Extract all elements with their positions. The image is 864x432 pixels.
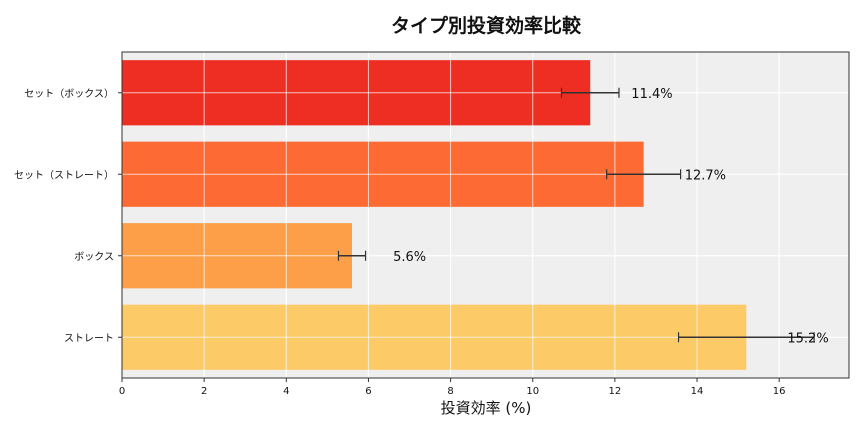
y-tick-label: セット（ストレート） — [14, 169, 114, 181]
y-tick-label: セット（ボックス） — [24, 88, 114, 100]
data-label: 11.4% — [631, 87, 672, 102]
x-axis-label: 投資効率 (%) — [441, 399, 532, 417]
x-tick-label: 12 — [609, 386, 622, 397]
x-tick-label: 8 — [447, 386, 453, 397]
plot-frame — [121, 51, 850, 379]
y-tick-label: ボックス — [74, 251, 114, 263]
y-tick-label: ストレート — [64, 333, 114, 344]
x-tick-label: 14 — [691, 386, 704, 397]
data-label: 12.7% — [685, 168, 726, 183]
x-tick-label: 6 — [365, 386, 371, 397]
x-tick-label: 4 — [283, 386, 289, 397]
data-label: 15.2% — [787, 331, 828, 346]
chart-title: タイプ別投資効率比較 — [391, 14, 582, 37]
x-tick-label: 10 — [526, 386, 539, 397]
x-tick-label: 16 — [773, 386, 786, 397]
x-tick-label: 0 — [119, 386, 125, 397]
data-label: 5.6% — [393, 250, 426, 265]
x-tick-label: 2 — [201, 386, 207, 397]
